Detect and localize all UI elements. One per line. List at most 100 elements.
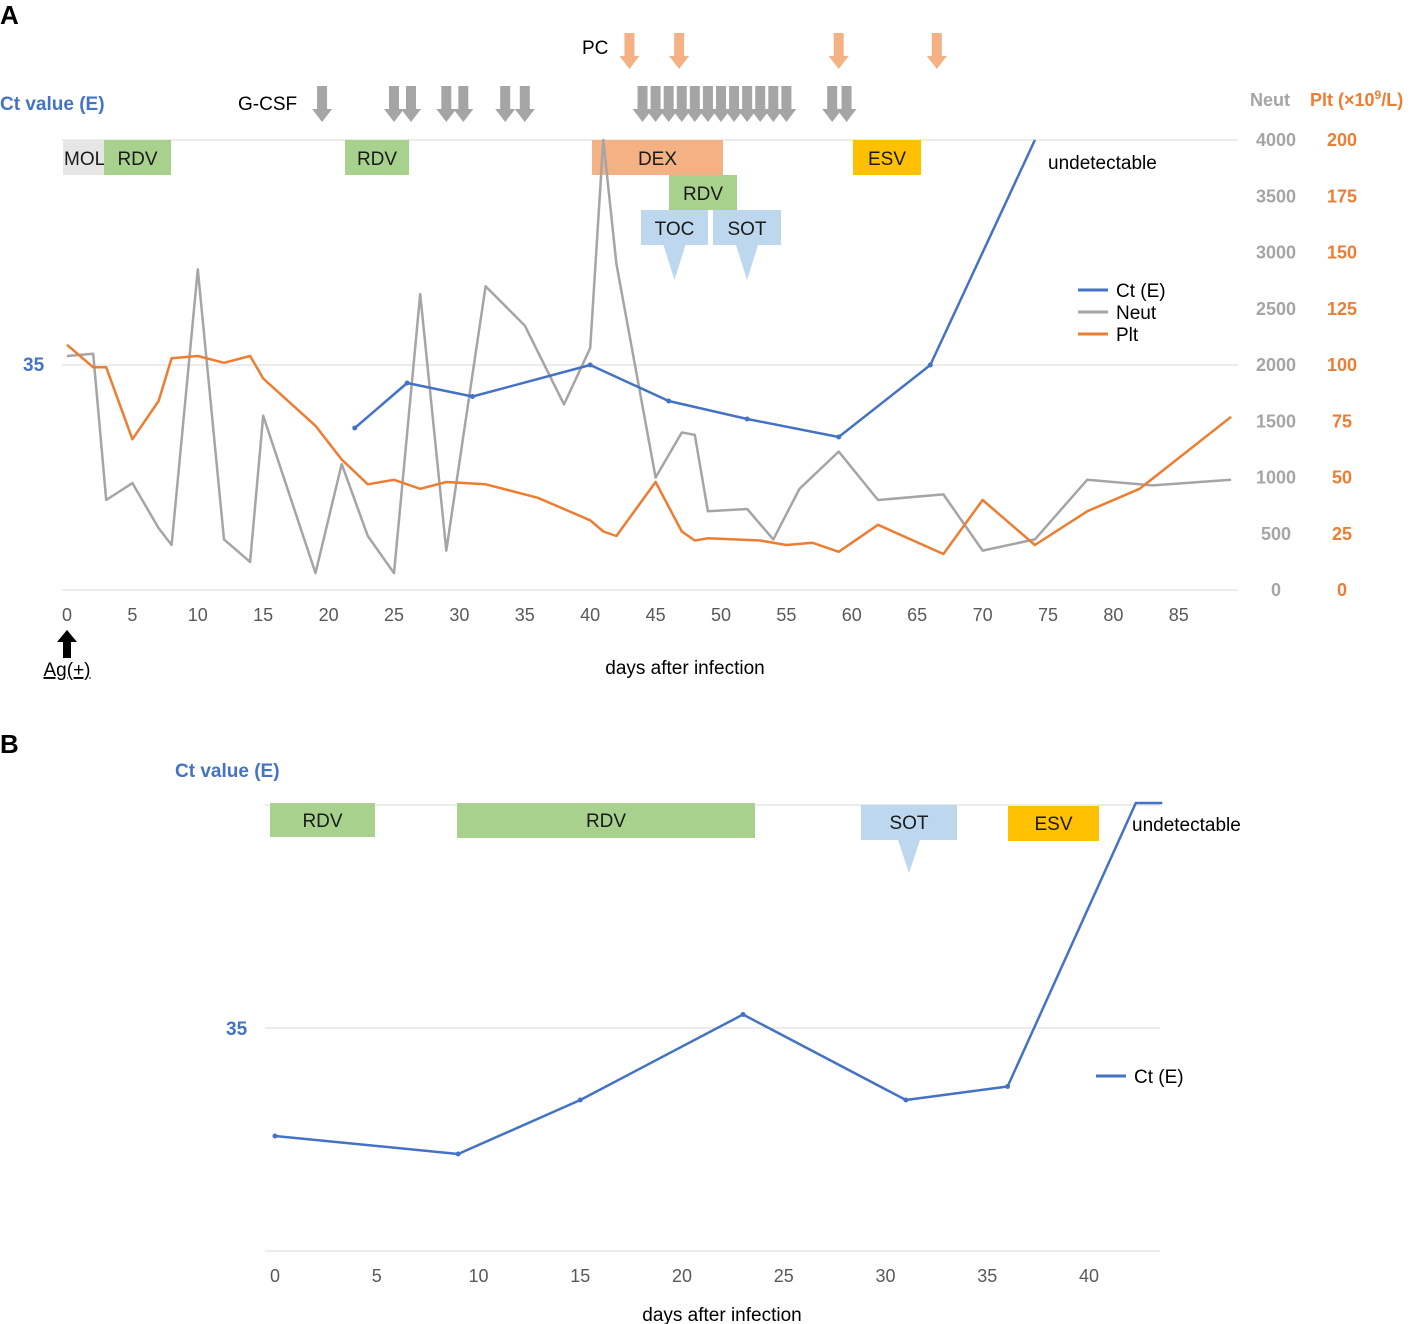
panel-a-neut-tick: 1500	[1256, 411, 1296, 431]
gcsf-arrow-icon	[312, 86, 333, 122]
panel-a-neut-tick: 3000	[1256, 243, 1296, 263]
treatment-bar-label: DEX	[638, 149, 677, 170]
panel-a-x-tick: 35	[515, 605, 535, 625]
panel-a-x-tick: 55	[776, 605, 796, 625]
panel-b-x-tick: 0	[270, 1266, 280, 1286]
panel-a-dose-arrows	[312, 33, 947, 122]
legend-ct-label: Ct (E)	[1116, 281, 1166, 302]
treatment-bar-label: ESV	[1034, 814, 1072, 835]
gcsf-arrow-icon	[632, 86, 653, 122]
gcsf-arrow-icon	[514, 86, 535, 122]
panel-a-x-tick: 25	[384, 605, 404, 625]
panel-b-ct-tick-35: 35	[226, 1019, 248, 1040]
treatment-bar-dex	[592, 140, 723, 175]
panel-a-gridlines	[62, 139, 1238, 591]
gcsf-arrow-icon	[384, 86, 404, 122]
legend-plt-label: Plt	[1116, 325, 1139, 346]
gcsf-arrow-icon	[763, 86, 784, 122]
gcsf-arrow-icon	[684, 86, 705, 122]
panel-a-plt-tick: 125	[1327, 299, 1357, 319]
panel-a-ct-point	[404, 380, 410, 386]
ag-positive-label: Ag(+)	[44, 660, 91, 681]
gcsf-arrow-icon	[671, 86, 692, 122]
panel-a-x-tick: 75	[1038, 605, 1058, 625]
panel-b-gridlines	[265, 804, 1160, 1252]
treatment-bar-sot	[861, 805, 957, 840]
panel-b-x-tick: 5	[372, 1266, 382, 1286]
pc-arrow-icon	[669, 33, 690, 69]
pc-label: PC	[582, 38, 608, 59]
legend-neut-label: Neut	[1116, 303, 1157, 324]
treatment-bar-label: ESV	[868, 149, 906, 170]
panel-b-series	[272, 801, 1163, 1157]
gcsf-arrow-icon	[697, 86, 718, 122]
panel-b-ct-point	[455, 1151, 461, 1157]
gcsf-arrow-icon	[776, 86, 797, 122]
panel-a-neut-tick: 0	[1271, 580, 1281, 600]
gcsf-arrow-icon	[401, 86, 422, 122]
panel-a-undetectable-label: undetectable	[1048, 153, 1157, 174]
treatment-bar-esv	[853, 140, 921, 175]
panel-a-plt-tick: 150	[1327, 243, 1357, 263]
gcsf-arrow-icon	[724, 86, 745, 122]
treatment-bar-rdv	[270, 803, 375, 837]
gcsf-arrow-icon	[836, 86, 857, 122]
panel-a-neut-tick: 2500	[1256, 299, 1296, 319]
panel-b-ct-point	[1005, 1084, 1011, 1089]
panel-a-plt-tick: 0	[1337, 580, 1347, 600]
treatment-bar-label: MOL	[64, 149, 105, 170]
panel-a-ticks: 0 5 10 15 20 25 30 35 40 45 50 55 60 65 70 75 80 85 4000 35…	[62, 130, 1357, 625]
treatment-bar-esv	[1008, 806, 1099, 841]
gcsf-arrow-icon	[658, 86, 679, 122]
panel-a-x-tick: 15	[253, 605, 273, 625]
panel-b-x-tick: 15	[570, 1266, 590, 1286]
treatment-bar-toc	[641, 210, 708, 245]
panel-a-x-tick: 40	[580, 605, 600, 625]
treatment-pointer-toc	[663, 245, 686, 280]
panel-b-ct-point	[272, 1133, 278, 1139]
panel-a-ct-point	[927, 362, 933, 368]
treatment-bar-label: SOT	[727, 219, 766, 240]
treatment-bar-sot	[713, 210, 781, 245]
panel-a-neut-tick: 3500	[1256, 186, 1296, 206]
panel-a-label: A	[0, 0, 19, 30]
panel-b-label: B	[0, 729, 19, 759]
gcsf-arrow-icon	[822, 86, 843, 122]
panel-a-plt-tick: 75	[1332, 411, 1352, 431]
panel-a-plt-tick: 200	[1327, 130, 1357, 150]
panel-b-x-tick: 30	[875, 1266, 895, 1286]
gcsf-arrow-icon	[750, 86, 771, 122]
treatment-bar-rdv	[345, 140, 409, 175]
panel-a-x-tick: 70	[973, 605, 993, 625]
panel-a-x-tick: 65	[907, 605, 927, 625]
panel-b-undetectable-label: undetectable	[1132, 815, 1241, 836]
gcsf-arrow-icon	[495, 86, 516, 122]
panel-a-ct-tick-35: 35	[23, 355, 45, 376]
gcsf-arrow-icon	[453, 86, 474, 122]
panel-a-ct-point	[469, 394, 475, 399]
pc-arrow-icon	[926, 33, 947, 69]
panel-a-x-tick: 30	[449, 605, 469, 625]
treatment-bar-mol	[63, 140, 104, 175]
gcsf-arrow-icon	[737, 86, 758, 122]
panel-b-x-tick: 40	[1079, 1266, 1099, 1286]
panel-a-ct-point	[744, 416, 750, 422]
panel-a-x-tick: 45	[646, 605, 666, 625]
panel-a-x-tick: 20	[319, 605, 339, 625]
treatment-pointer-sot	[736, 245, 758, 280]
panel-a-ct-axis-title: Ct value (E)	[0, 94, 105, 115]
panel-a-neut-tick: 4000	[1256, 130, 1296, 150]
panel-a-x-tick: 5	[127, 605, 137, 625]
panel-a-x-tick: 50	[711, 605, 731, 625]
panel-b-x-tick: 35	[977, 1266, 997, 1286]
panel-a-plt-tick: 100	[1327, 355, 1357, 375]
panel-a-series	[66, 138, 1232, 575]
panel-a-ct-point	[587, 362, 593, 368]
panel-b-treatment-bars: RDV RDV SOT ESV	[270, 803, 1099, 873]
panel-b-x-tick: 20	[672, 1266, 692, 1286]
panel-a-neut-line	[66, 138, 1232, 575]
treatment-bar-label: RDV	[357, 149, 397, 170]
gcsf-arrow-icon	[711, 86, 731, 122]
panel-a-ct-point	[352, 425, 358, 431]
